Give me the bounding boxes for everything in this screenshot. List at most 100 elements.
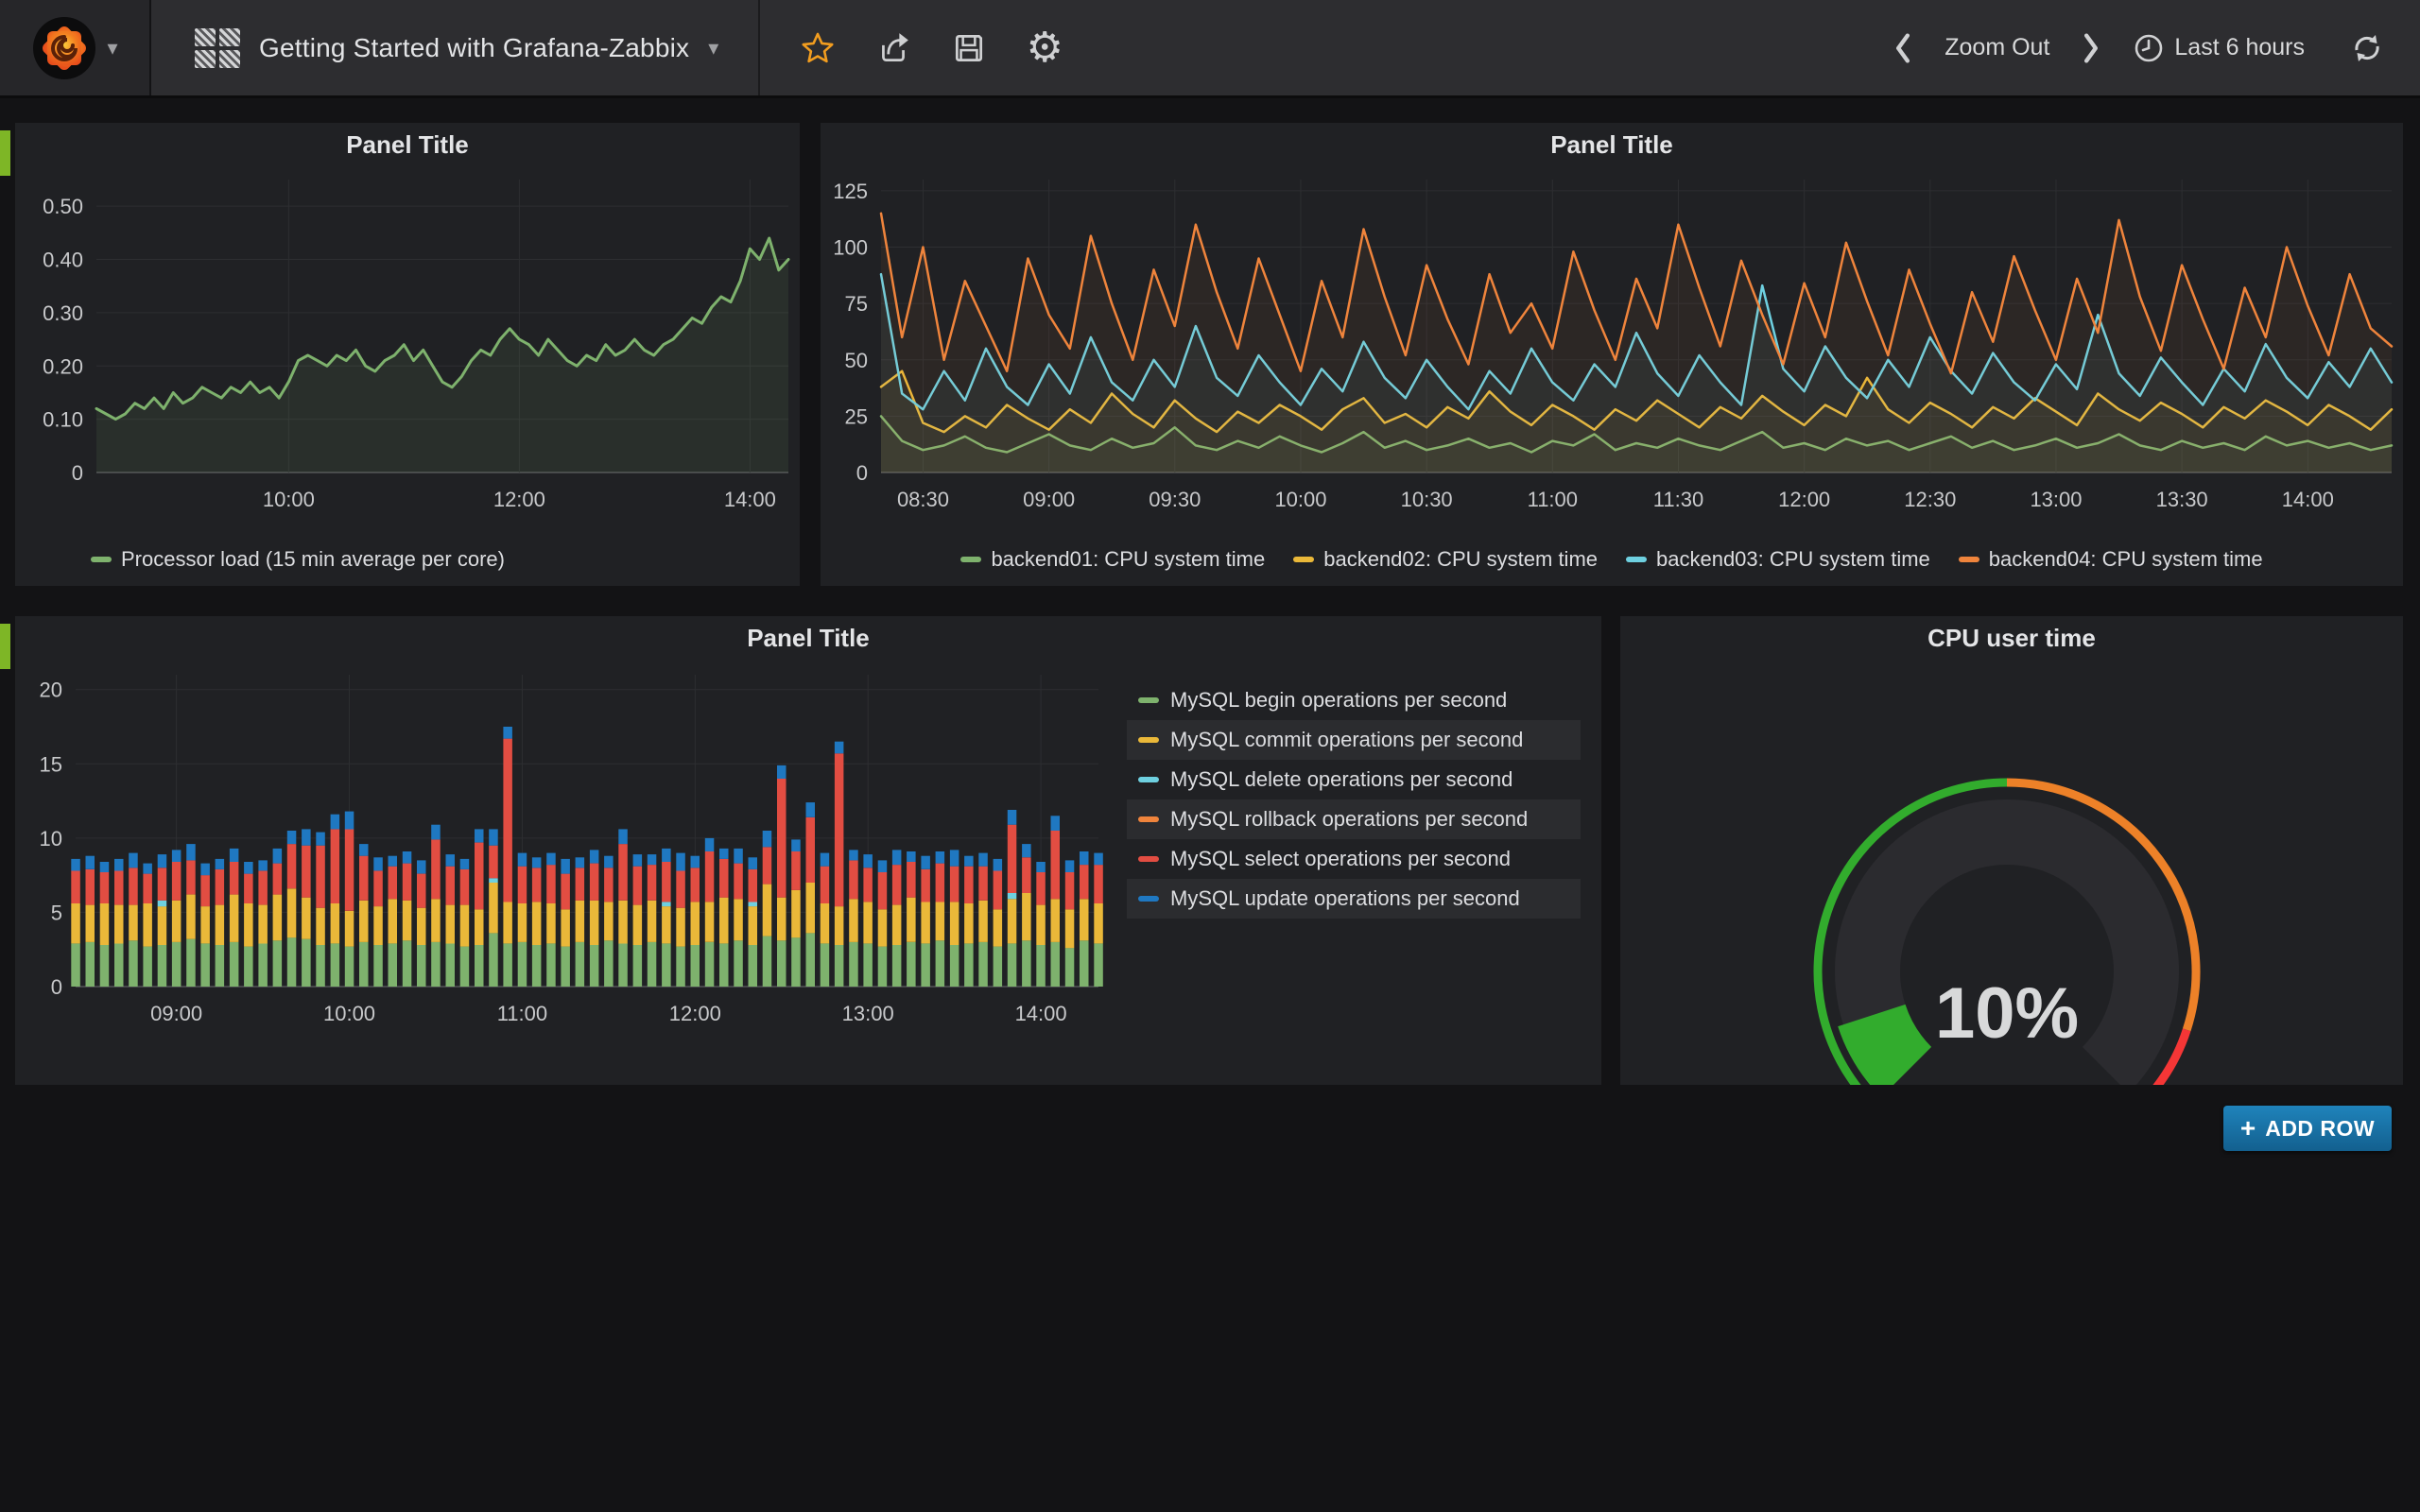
legend-label: MySQL rollback operations per second [1170, 807, 1529, 831]
panel-title[interactable]: CPU user time [1927, 623, 2096, 652]
svg-text:50: 50 [845, 349, 868, 372]
svg-text:100: 100 [833, 236, 868, 260]
legend-label: backend02: CPU system time [1323, 547, 1598, 571]
time-range-label: Last 6 hours [2174, 34, 2305, 60]
legend-swatch-icon [1138, 777, 1159, 782]
svg-text:13:30: 13:30 [2156, 488, 2208, 511]
legend-label: Processor load (15 min average per core) [121, 547, 505, 571]
dashboard-actions: ⚙ [760, 0, 1076, 95]
star-icon [802, 32, 834, 62]
svg-text:0.40: 0.40 [43, 249, 83, 272]
panel-title[interactable]: Panel Title [747, 623, 870, 652]
dashboard-title: Getting Started with Grafana-Zabbix [259, 32, 690, 62]
svg-text:12:00: 12:00 [669, 1002, 721, 1025]
settings-button[interactable]: ⚙ [1013, 17, 1076, 79]
svg-text:125: 125 [833, 180, 868, 203]
time-controls: Zoom Out Last 6 hours [1884, 0, 2420, 95]
panel-cpu-user-time: CPU user time 10% [1620, 616, 2403, 1108]
legend-swatch-icon [1138, 896, 1159, 902]
grafana-main-menu-button[interactable]: ▾ [0, 0, 151, 95]
legend-swatch-icon [1626, 557, 1647, 562]
line-chart-cpu-system-time: 0 25 50 75 100 125 08:30 09:00 09:30 10:00 10:30 11… [833, 180, 2394, 511]
gauge-value: 10% [1935, 973, 2079, 1054]
navbar: ▾ Getting Started with Grafana-Zabbix ▾ [0, 0, 2420, 98]
svg-text:0: 0 [856, 461, 868, 485]
svg-text:0: 0 [72, 461, 83, 485]
dashboard-grid-icon [195, 27, 240, 68]
svg-text:09:30: 09:30 [1149, 488, 1201, 511]
svg-text:12:00: 12:00 [493, 488, 545, 511]
panel-mysql-operations: Panel Title 0 5 10 15 20 09:00 10:00 11:00 12:00… [15, 616, 1601, 1085]
svg-text:14:00: 14:00 [1015, 1002, 1067, 1025]
svg-text:11:00: 11:00 [1528, 488, 1578, 511]
title-caret-icon: ▾ [708, 35, 719, 60]
svg-text:12:30: 12:30 [1904, 488, 1956, 511]
svg-text:08:30: 08:30 [897, 488, 949, 511]
legend-swatch-icon [1138, 816, 1159, 822]
legend-item[interactable]: MySQL update operations per second [1127, 879, 1581, 919]
line-chart-processor-load: 0 0.10 0.20 0.30 0.40 0.50 10:00 12:00 14:00 [43, 180, 790, 511]
legend-item[interactable]: backend03: CPU system time [1626, 547, 1930, 572]
legend-label: backend01: CPU system time [991, 547, 1266, 571]
legend-item[interactable]: MySQL commit operations per second [1127, 720, 1581, 760]
svg-text:10:00: 10:00 [1274, 488, 1326, 511]
legend-label: MySQL commit operations per second [1170, 728, 1524, 751]
save-icon [956, 34, 983, 61]
svg-text:14:00: 14:00 [2282, 488, 2334, 511]
legend-item[interactable]: Processor load (15 min average per core) [91, 547, 505, 572]
legend-swatch-icon [1958, 557, 1979, 562]
bar-chart-mysql-operations: 0 5 10 15 20 09:00 10:00 11:00 12:00 13:00 14:00 [40, 675, 1103, 1025]
svg-text:0.30: 0.30 [43, 301, 83, 325]
legend-swatch-icon [1293, 557, 1315, 562]
svg-text:10:00: 10:00 [323, 1002, 375, 1025]
svg-text:09:00: 09:00 [150, 1002, 202, 1025]
legend-item[interactable]: backend01: CPU system time [960, 547, 1265, 572]
clock-icon [2135, 34, 2163, 61]
svg-text:5: 5 [51, 901, 62, 924]
add-row-button[interactable]: + ADD ROW [2223, 1106, 2392, 1151]
svg-text:25: 25 [845, 404, 868, 428]
svg-text:09:00: 09:00 [1023, 488, 1075, 511]
legend-item[interactable]: MySQL begin operations per second [1127, 680, 1581, 720]
legend-label: backend04: CPU system time [1988, 547, 2263, 571]
svg-text:12:00: 12:00 [1778, 488, 1830, 511]
star-button[interactable] [786, 17, 849, 79]
time-range-picker[interactable]: Last 6 hours [2119, 25, 2318, 72]
row-menu-tab-1[interactable] [0, 130, 10, 176]
svg-text:75: 75 [845, 292, 868, 316]
svg-text:11:00: 11:00 [497, 1002, 547, 1025]
save-button[interactable] [938, 17, 1000, 79]
svg-text:0.10: 0.10 [43, 408, 83, 432]
legend-item[interactable]: MySQL select operations per second [1127, 839, 1581, 879]
share-button[interactable] [862, 17, 925, 79]
panel-title[interactable]: Panel Title [346, 129, 469, 159]
legend-item[interactable]: backend02: CPU system time [1293, 547, 1598, 572]
dashboard-title-button[interactable]: Getting Started with Grafana-Zabbix ▾ [151, 0, 761, 95]
refresh-icon [2355, 34, 2379, 61]
panel-title[interactable]: Panel Title [1550, 129, 1673, 159]
zoom-out-button[interactable]: Zoom Out [1945, 34, 2050, 60]
legend-label: backend03: CPU system time [1656, 547, 1930, 571]
svg-text:10:30: 10:30 [1401, 488, 1453, 511]
svg-text:0: 0 [51, 975, 62, 999]
legend-item[interactable]: MySQL delete operations per second [1127, 760, 1581, 799]
legend-item[interactable]: backend04: CPU system time [1958, 547, 2263, 572]
legend-label: MySQL begin operations per second [1170, 688, 1508, 712]
svg-text:0.20: 0.20 [43, 354, 83, 378]
legend-item[interactable]: MySQL rollback operations per second [1127, 799, 1581, 839]
legend-label: MySQL select operations per second [1170, 847, 1511, 870]
svg-text:14:00: 14:00 [724, 488, 776, 511]
svg-text:20: 20 [40, 679, 62, 702]
legend-label: MySQL update operations per second [1170, 886, 1520, 910]
svg-text:10: 10 [40, 827, 62, 850]
legend-swatch-icon [1138, 697, 1159, 703]
svg-text:11:30: 11:30 [1653, 488, 1703, 511]
add-row-label: ADD ROW [2265, 1115, 2376, 1141]
row-menu-tab-2[interactable] [0, 624, 10, 669]
legend-swatch-icon [960, 557, 982, 562]
legend-swatch-icon [1138, 856, 1159, 862]
legend-swatch-icon [1138, 737, 1159, 743]
time-shift-forward-button[interactable] [2072, 29, 2110, 67]
refresh-button[interactable] [2342, 24, 2392, 73]
time-shift-back-button[interactable] [1884, 29, 1922, 67]
